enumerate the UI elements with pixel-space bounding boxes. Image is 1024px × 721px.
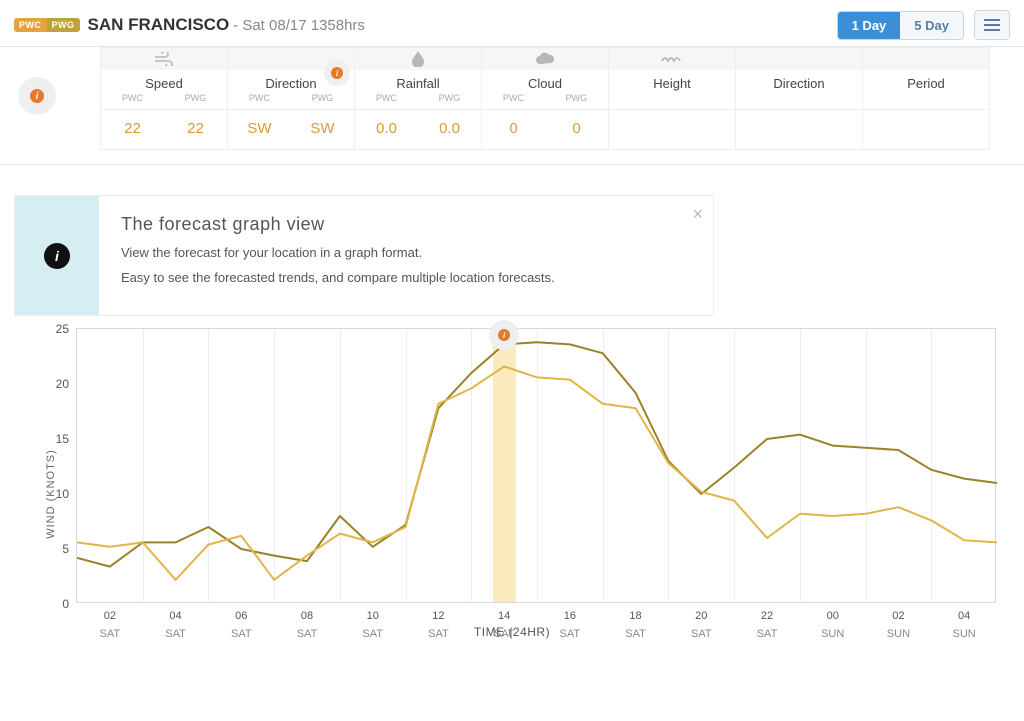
- metric-label: Height: [653, 70, 691, 93]
- chart-y-tick: 15: [56, 432, 69, 446]
- chart-x-tick: 12SAT: [428, 602, 449, 643]
- location-title: SAN FRANCISCO: [88, 15, 230, 35]
- chart-x-tick: 00SUN: [821, 602, 844, 643]
- chart-plot-area[interactable]: 051015202502SAT04SAT06SAT08SAT10SAT12SAT…: [76, 328, 996, 603]
- callout-title: The forecast graph view: [121, 214, 691, 235]
- metric-label: Period: [907, 70, 945, 93]
- metric-sublabels: [736, 93, 862, 110]
- chart-x-tick: 22SAT: [757, 602, 778, 643]
- cloud-icon: [482, 48, 608, 70]
- chart-y-tick: 25: [56, 322, 69, 336]
- chart-y-tick: 5: [62, 542, 69, 556]
- metric-cell-rainfall: RainfallPWCPWG0.00.0: [355, 48, 482, 149]
- badge-pwc: PWC: [14, 18, 47, 32]
- badge-pwg: PWG: [47, 18, 80, 32]
- source-badges: PWC PWG: [14, 18, 80, 32]
- close-icon: ×: [692, 204, 703, 224]
- chart-x-tick: 14SAT: [494, 602, 515, 643]
- chart-series-pwg: [77, 342, 997, 566]
- chart-x-tick: 04SAT: [165, 602, 186, 643]
- callout-line-2: Easy to see the forecasted trends, and c…: [121, 270, 691, 285]
- callout-icon-area: i: [15, 196, 99, 315]
- rain-icon: [355, 48, 481, 70]
- callout-line-1: View the forecast for your location in a…: [121, 245, 691, 260]
- chart-x-tick: 18SAT: [625, 602, 646, 643]
- metric-cell-direction: i DirectionPWCPWGSWSW: [228, 48, 355, 149]
- info-icon: i: [44, 243, 70, 269]
- metrics-row: i SpeedPWCPWG2222iDirectionPWCPWGSWSWRai…: [0, 47, 1024, 164]
- chart-x-tick: 10SAT: [362, 602, 383, 643]
- chart-x-tick: 04SUN: [953, 602, 976, 643]
- chart-lines: [77, 329, 997, 604]
- chart-y-tick: 20: [56, 377, 69, 391]
- metrics-table: SpeedPWCPWG2222iDirectionPWCPWGSWSWRainf…: [100, 47, 990, 150]
- metric-cell-height: Height: [609, 48, 736, 149]
- chart-series-pwc: [77, 366, 997, 579]
- metric-values: 00: [482, 110, 608, 149]
- metric-sublabels: PWCPWG: [482, 93, 608, 110]
- wind-icon: [101, 48, 227, 70]
- range-segmented-control: 1 Day 5 Day: [837, 11, 964, 40]
- metric-sublabels: PWCPWG: [355, 93, 481, 110]
- metric-values: [609, 110, 735, 149]
- metric-values: 0.00.0: [355, 110, 481, 149]
- blank-icon: [863, 48, 989, 70]
- section-divider: [0, 164, 1024, 165]
- chart-x-tick: 08SAT: [297, 602, 318, 643]
- chart-section: WIND (KNOTS) 051015202502SAT04SAT06SAT08…: [0, 328, 1024, 659]
- chart-x-tick: 06SAT: [231, 602, 252, 643]
- metric-sublabels: [609, 93, 735, 110]
- metric-values: [736, 110, 862, 149]
- callout-close-button[interactable]: ×: [692, 204, 703, 225]
- metric-label: Cloud: [528, 70, 562, 93]
- chart-x-tick: 16SAT: [560, 602, 581, 643]
- chart-y-tick: 0: [62, 597, 69, 611]
- metric-sublabels: PWCPWG: [101, 93, 227, 110]
- range-1day-button[interactable]: 1 Day: [838, 12, 901, 39]
- info-callout: i The forecast graph view View the forec…: [14, 195, 714, 316]
- metric-info-button[interactable]: i: [324, 60, 350, 86]
- chart-time-marker[interactable]: i: [489, 320, 519, 350]
- metric-values: 2222: [101, 110, 227, 149]
- metric-label: Rainfall: [396, 70, 439, 93]
- metric-sublabels: [863, 93, 989, 110]
- chart-x-tick: 02SUN: [887, 602, 910, 643]
- metric-cell-speed: SpeedPWCPWG2222: [101, 48, 228, 149]
- chart-y-tick: 10: [56, 487, 69, 501]
- metric-cell-period: Period: [863, 48, 989, 149]
- menu-button[interactable]: [974, 10, 1010, 40]
- metric-values: SWSW: [228, 110, 354, 149]
- top-bar: PWC PWG SAN FRANCISCO - Sat 08/17 1358hr…: [0, 0, 1024, 47]
- hamburger-icon: [984, 19, 1000, 31]
- metric-label: Direction: [773, 70, 824, 93]
- blank-icon: [736, 48, 862, 70]
- metric-label: Speed: [145, 70, 183, 93]
- metric-sublabels: PWCPWG: [228, 93, 354, 110]
- wave-icon: [609, 48, 735, 70]
- metric-values: [863, 110, 989, 149]
- chart-x-tick: 20SAT: [691, 602, 712, 643]
- range-5day-button[interactable]: 5 Day: [900, 12, 963, 39]
- metric-cell-cloud: CloudPWCPWG00: [482, 48, 609, 149]
- location-datetime: - Sat 08/17 1358hrs: [233, 17, 365, 34]
- metric-cell-direction: Direction: [736, 48, 863, 149]
- metric-label: Direction: [265, 70, 316, 93]
- chart-x-tick: 02SAT: [100, 602, 121, 643]
